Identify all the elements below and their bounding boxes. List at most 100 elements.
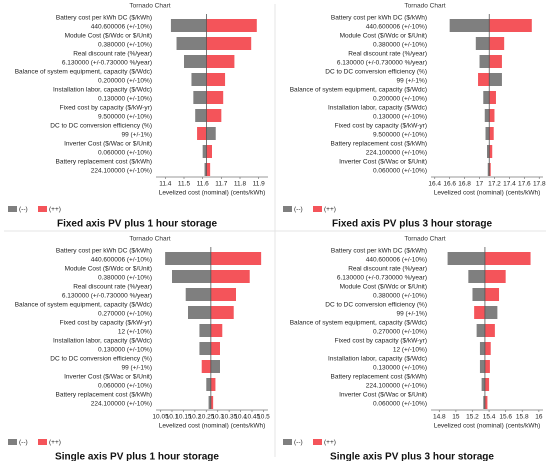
bar [210, 270, 250, 283]
bar [206, 109, 222, 122]
category-label: Battery replacement cost ($/kWh) [56, 392, 152, 399]
category-label: Installation labor, capacity ($/Wdc) [53, 338, 152, 345]
legend-label: (++) [49, 439, 61, 446]
bar [206, 145, 212, 158]
base-label: 0.200000 (+/-10%) [98, 78, 152, 85]
bar [206, 378, 211, 391]
x-tick-label: 10.1 [166, 414, 179, 421]
base-label: 440.600006 (+/-10%) [91, 24, 152, 31]
chart-title: Tornado Chart [404, 3, 445, 10]
legend-swatch [38, 206, 47, 212]
base-label: 9.500000 (+/-10%) [373, 132, 427, 139]
base-label: 224.100000 (+/-10%) [366, 383, 427, 390]
bar [489, 163, 491, 176]
category-label: DC to DC conversion efficiency (%) [50, 123, 152, 130]
bar [210, 324, 223, 337]
bar [210, 288, 236, 301]
bar [206, 73, 226, 86]
bar [206, 163, 211, 176]
bar [188, 306, 211, 319]
x-tick-label: 16.6 [443, 181, 456, 188]
bar [210, 360, 220, 373]
base-label: 224.100000 (+/-10%) [366, 150, 427, 157]
x-axis-label: Levelized cost (nominal) (cents/kWh) [159, 423, 266, 430]
category-label: Battery cost per kWh DC ($/kWh) [56, 15, 152, 22]
x-tick-label: 16.8 [458, 181, 471, 188]
bar [484, 252, 531, 265]
x-tick-label: 11.4 [159, 181, 172, 188]
caption: Fixed axis PV plus 1 hour storage [57, 219, 217, 230]
base-label: 0.270000 (+/-10%) [373, 329, 427, 336]
bar [489, 109, 495, 122]
category-label: Fixed cost by capacity ($/kW-yr) [60, 320, 152, 327]
bar [185, 288, 211, 301]
bar [489, 73, 502, 86]
base-label: 0.060000 (+/-10%) [373, 168, 427, 175]
legend-label: (++) [324, 439, 336, 446]
bar [191, 73, 207, 86]
category-label: Balance of system equipment, capacity ($… [290, 320, 427, 327]
bar [206, 55, 235, 68]
x-tick-label: 10.3 [211, 414, 224, 421]
bar [170, 19, 207, 32]
x-tick-label: 11.7 [215, 181, 228, 188]
category-label: Inverter Cost ($/Wac or $/Unit) [64, 374, 152, 381]
bar [489, 37, 505, 50]
category-label: Fixed cost by capacity ($/kW-yr) [335, 123, 427, 130]
category-label: Balance of system equipment, capacity ($… [290, 87, 427, 94]
category-label: Real discount rate (%/year) [73, 284, 152, 291]
x-tick-label: 17.8 [533, 181, 546, 188]
category-label: DC to DC conversion efficiency (%) [50, 356, 152, 363]
base-label: 0.060000 (+/-10%) [98, 383, 152, 390]
x-tick-label: 15.8 [516, 414, 529, 421]
bar [483, 91, 490, 104]
base-label: 6.130000 (+/-0.730000 %/year) [337, 60, 427, 67]
base-label: 6.130000 (+/-0.730000 %/year) [62, 60, 152, 67]
bar [489, 127, 494, 140]
category-label: Module Cost ($/Wdc or $/Unit) [65, 33, 152, 40]
legend-swatch [38, 439, 47, 445]
bar [481, 378, 485, 391]
category-label: DC to DC conversion efficiency (%) [325, 69, 427, 76]
legend-swatch [8, 439, 17, 445]
x-tick-label: 17.2 [488, 181, 501, 188]
bar [472, 288, 485, 301]
bar [206, 19, 257, 32]
bar [484, 342, 491, 355]
bar [206, 37, 252, 50]
x-tick-label: 11.6 [197, 181, 210, 188]
legend-label: (--) [294, 439, 303, 446]
caption: Fixed axis PV plus 3 hour storage [332, 219, 492, 230]
base-label: 99 (+/-1%) [121, 365, 152, 372]
x-tick-label: 17.6 [518, 181, 531, 188]
category-label: Battery cost per kWh DC ($/kWh) [331, 248, 427, 255]
bar [172, 270, 211, 283]
base-label: 9.500000 (+/-10%) [98, 114, 152, 121]
bar [195, 109, 207, 122]
x-tick-label: 10.25 [198, 414, 215, 421]
base-label: 0.130000 (+/-10%) [373, 365, 427, 372]
x-tick-label: 16 [535, 414, 543, 421]
base-label: 224.100000 (+/-10%) [91, 168, 152, 175]
base-label: 0.380000 (+/-10%) [98, 42, 152, 49]
x-tick-label: 10.35 [221, 414, 238, 421]
category-label: Installation labor, capacity ($/Wdc) [328, 105, 427, 112]
x-axis-label: Levelized cost (nominal) (cents/kWh) [434, 423, 541, 430]
base-label: 99 (+/-1%) [396, 78, 427, 85]
x-tick-label: 16.4 [428, 181, 441, 188]
base-label: 6.130000 (+/-0.730000 %/year) [62, 293, 152, 300]
bar [210, 396, 214, 409]
bar [484, 109, 490, 122]
category-label: Battery replacement cost ($/kWh) [56, 159, 152, 166]
category-label: Inverter Cost ($/Wac or $/Unit) [64, 141, 152, 148]
x-tick-label: 14.8 [433, 414, 446, 421]
x-tick-label: 10.2 [189, 414, 202, 421]
bar [484, 378, 490, 391]
base-label: 0.380000 (+/-10%) [98, 275, 152, 282]
bar [202, 145, 207, 158]
legend-swatch [283, 206, 292, 212]
base-label: 12 (+/-10%) [118, 329, 152, 336]
base-label: 440.600006 (+/-10%) [366, 24, 427, 31]
bar [484, 288, 500, 301]
